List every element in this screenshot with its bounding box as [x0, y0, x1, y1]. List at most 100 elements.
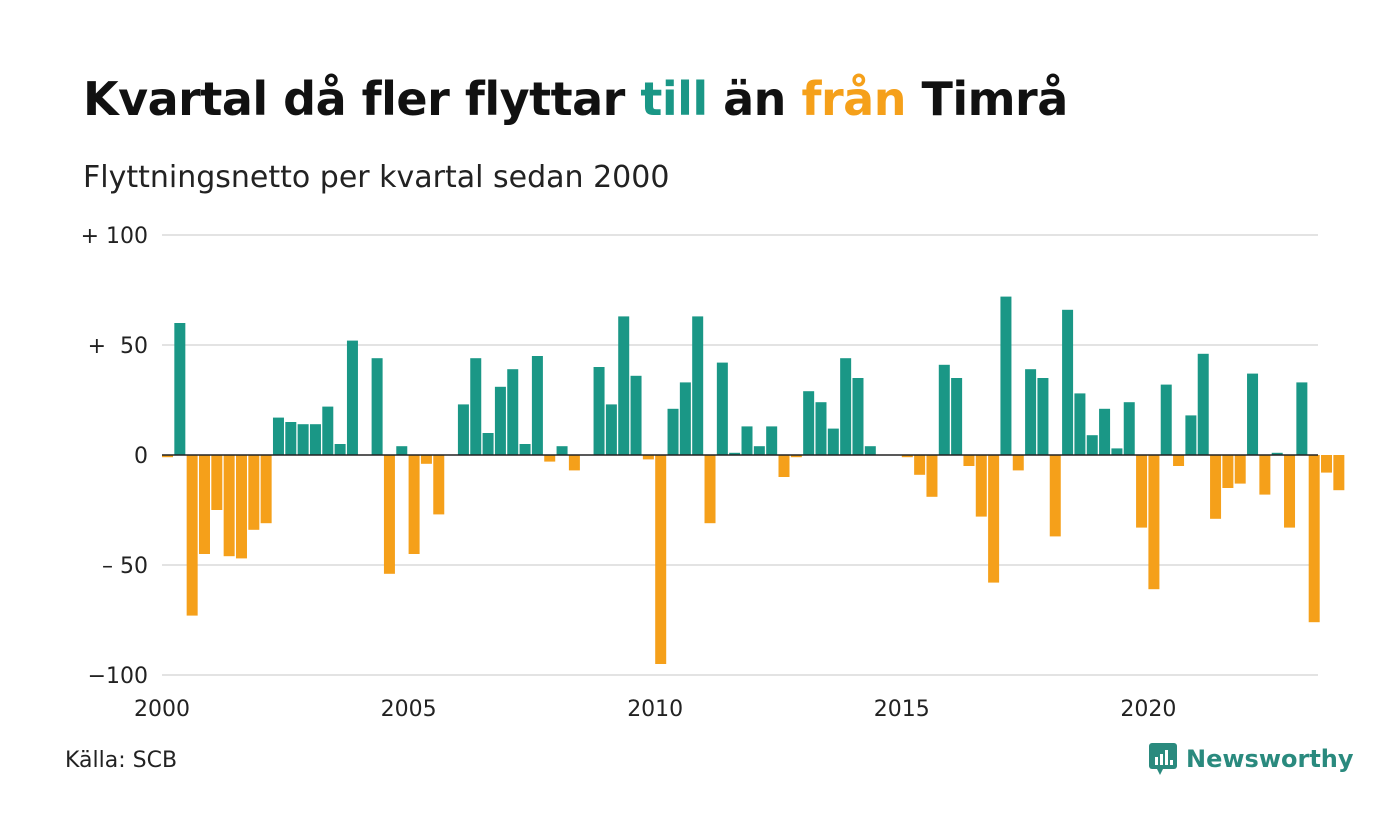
bar-negative [901, 455, 913, 458]
y-tick-label: 0 [134, 444, 148, 469]
bar-positive [346, 340, 358, 455]
bar-positive [815, 402, 827, 455]
bar-positive [1074, 393, 1086, 455]
bar-positive [1037, 378, 1049, 455]
y-tick-label: + 50 [88, 334, 148, 359]
bar-negative [260, 455, 272, 524]
bar-positive [507, 369, 519, 455]
bar-negative [926, 455, 938, 497]
bar-negative [642, 455, 654, 460]
x-tick-label: 2020 [1120, 697, 1176, 722]
bar-positive [309, 424, 321, 455]
bar-positive [766, 426, 778, 455]
chart-subtitle: Flyttningsnetto per kvartal sedan 2000 [83, 160, 670, 195]
bar-negative [1308, 455, 1320, 623]
bar-positive [272, 417, 284, 455]
bar-positive [827, 428, 839, 455]
bar-negative [790, 455, 802, 458]
x-axis-tick-labels: 2000 2005 2010 2015 2020 [134, 697, 1176, 722]
bar-positive [1000, 296, 1012, 455]
bar-positive [716, 362, 728, 455]
bar-negative [1173, 455, 1185, 466]
bar-negative [568, 455, 580, 471]
bar-positive [667, 408, 679, 455]
gridlines [162, 234, 1318, 676]
bar-negative [1234, 455, 1246, 484]
bar-negative [1222, 455, 1234, 488]
bar-negative [655, 455, 667, 664]
bar-negative [544, 455, 556, 462]
y-tick-label: + 100 [81, 224, 148, 249]
bar-positive [864, 446, 876, 455]
bar-negative [914, 455, 926, 475]
bar-positive [852, 378, 864, 455]
bar-negative [211, 455, 223, 510]
bar-positive [630, 375, 642, 455]
bar-positive [938, 364, 950, 455]
bar-negative [420, 455, 432, 464]
bar-positive [482, 433, 494, 455]
bar-positive [1197, 353, 1209, 455]
bar-positive [556, 446, 568, 455]
bar-negative [198, 455, 210, 554]
bar-positive [1160, 384, 1172, 455]
bar-positive [1025, 369, 1037, 455]
chart-title: Kvartal då fler flyttar till än från Tim… [83, 72, 1068, 126]
bar-negative [1148, 455, 1160, 590]
bar-negative [223, 455, 235, 557]
bar-negative [1321, 455, 1333, 473]
bar-positive [1086, 435, 1098, 455]
bar-positive [803, 391, 815, 455]
bar-negative [248, 455, 260, 530]
bar-negative [963, 455, 975, 466]
bar-positive [494, 386, 506, 455]
x-tick-label: 2015 [874, 697, 930, 722]
bar-positive [1271, 452, 1283, 455]
bar-negative [1136, 455, 1148, 528]
title-part-1: Kvartal då fler flyttar [83, 72, 641, 126]
bar-positive [334, 444, 346, 455]
bar-negative [1333, 455, 1345, 491]
title-part-3: Timrå [905, 72, 1068, 126]
bar-positive [1296, 382, 1308, 455]
bar-positive [1099, 408, 1111, 455]
bar-negative [1049, 455, 1061, 537]
bar-positive [531, 356, 543, 455]
x-tick-label: 2005 [381, 697, 437, 722]
bar-positive [322, 406, 334, 455]
bar-positive [519, 444, 531, 455]
bar-positive [741, 426, 753, 455]
bar-negative [235, 455, 247, 559]
y-axis-tick-labels: + 100 + 50 0 – 50 −100 [81, 224, 148, 689]
bar-positive [297, 424, 309, 455]
bar-positive [1062, 309, 1074, 455]
bar-positive [1123, 402, 1135, 455]
bar-positive [1247, 373, 1259, 455]
bar-positive [692, 316, 704, 455]
bar-positive [470, 358, 482, 455]
bar-positive [457, 404, 469, 455]
newsworthy-logo[interactable]: Newsworthy [1148, 742, 1354, 776]
bars [162, 296, 1345, 664]
x-tick-label: 2010 [627, 697, 683, 722]
bar-negative [1012, 455, 1024, 471]
bar-negative [778, 455, 790, 477]
bar-negative [988, 455, 1000, 583]
bar-positive [840, 358, 852, 455]
bar-positive [174, 323, 186, 455]
bar-positive [1185, 415, 1197, 455]
title-part-2: än [707, 72, 802, 126]
bar-negative [1210, 455, 1222, 519]
bar-negative [433, 455, 445, 515]
bar-positive [951, 378, 963, 455]
bar-negative [186, 455, 198, 616]
y-tick-label: – 50 [102, 554, 148, 579]
brand-name: Newsworthy [1186, 745, 1354, 773]
bar-negative [975, 455, 987, 517]
bar-positive [679, 382, 691, 455]
bar-negative [162, 455, 173, 458]
bar-positive [753, 446, 765, 455]
bar-positive [1111, 448, 1123, 455]
bar-negative [1259, 455, 1271, 495]
